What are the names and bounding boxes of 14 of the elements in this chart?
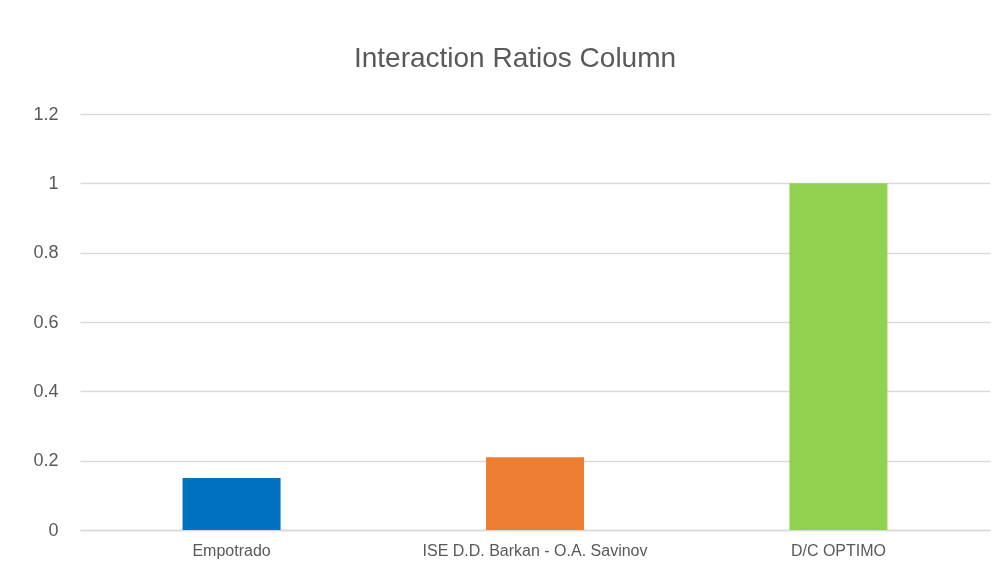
x-tick-label: Empotrado (192, 541, 271, 559)
y-tick-label: 0.6 (33, 311, 59, 332)
bar (789, 183, 888, 530)
y-tick-label: 0.4 (33, 380, 59, 401)
x-tick-label: D/C OPTIMO (790, 541, 886, 559)
y-tick-label: 0.8 (33, 242, 59, 263)
bar (182, 478, 281, 530)
y-tick-label: 1 (48, 172, 59, 193)
y-tick-label: 1.2 (33, 103, 59, 124)
bar (486, 457, 584, 530)
y-tick-label: 0 (48, 519, 59, 540)
x-tick-label: ISE D.D. Barkan - O.A. Savinov (422, 541, 648, 559)
chart-title: Interaction Ratios Column (353, 42, 677, 73)
y-tick-label: 0.2 (33, 450, 59, 471)
